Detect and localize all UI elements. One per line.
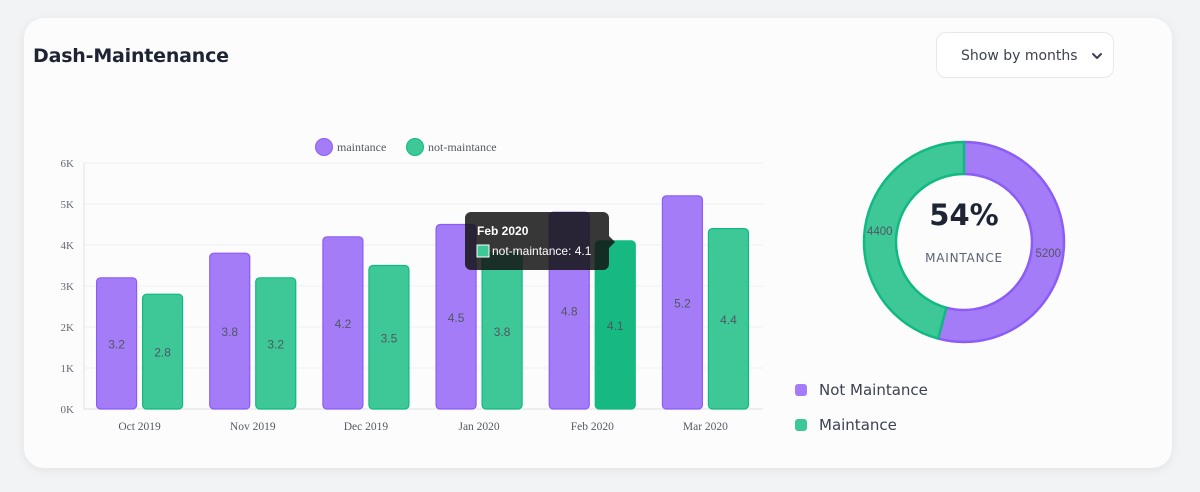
tooltip-swatch [476,244,490,258]
bar-not-maintance [368,264,410,410]
y-tick-label: 1K [61,363,75,375]
bar-not-maintance [594,240,636,410]
legend-marker-not-maintance [406,138,424,156]
bar-value-label: 4.4 [720,313,737,327]
x-tick-label: Nov 2019 [230,421,276,433]
tooltip-text: not-maintance: 4.1 [492,244,592,258]
bar-value-label: 4.1 [607,319,624,333]
y-tick-label: 5K [61,199,75,211]
bar-value-label: 3.2 [108,337,125,351]
y-tick-label: 3K [61,281,75,293]
bar-not-maintance [141,293,184,410]
y-tick-label: 0K [61,404,75,416]
donut-slice-not-maintance [936,140,1066,344]
bar-value-label: 4.8 [561,305,578,319]
x-tick-label: Jan 2020 [458,421,499,433]
chevron-down-icon [1092,53,1102,59]
x-tick-label: Dec 2019 [344,421,389,433]
tooltip-title: Feb 2020 [477,224,529,238]
legend-swatch-not-maintance [795,384,807,396]
donut-slice-maintance [862,140,966,340]
x-tick-label: Mar 2020 [683,421,728,433]
bar-maintance [322,236,364,410]
legend-marker-maintance [315,138,333,156]
bar-legend: maintance not-maintance [315,138,497,156]
bar-value-label: 4.5 [448,311,465,325]
legend-swatch-maintance [795,419,807,431]
donut-center-value: 54% [929,198,999,232]
bar-value-label: 5.2 [674,296,691,310]
bar-value-label: 2.8 [154,346,171,360]
period-select-value: Show by months [961,48,1078,64]
y-tick-label: 4K [61,240,75,252]
bar-not-maintance [255,277,297,410]
donut-value-label: 4400 [867,226,893,238]
bar-not-maintance [707,228,750,410]
bar-value-label: 3.2 [267,337,284,351]
y-tick-label: 6K [61,158,75,170]
bar-maintance [95,277,138,410]
legend-label-not-maintance: Not Maintance [819,381,928,399]
bar-maintance [209,252,251,410]
x-tick-label: Oct 2019 [118,421,161,433]
bar-chart: 0K 1K 2K 3K 4K 5K 6K maintance not-maintance 3.2 2… [61,138,763,433]
legend-label-maintance: Maintance [819,416,897,434]
chart-tooltip: Feb 2020 not-maintance: 4.1 [465,212,615,270]
card-title: Dash-Maintenance [33,45,229,67]
bar-maintance [435,223,477,410]
donut-chart: 5200 4400 [862,140,1066,344]
legend-label-maintance: maintance [337,140,386,154]
legend-label-not-maintance: not-maintance [428,140,497,154]
tooltip-caret [609,236,615,248]
x-tick-label: Feb 2020 [571,421,614,433]
donut-value-label: 5200 [1035,248,1061,260]
bar-value-label: 3.8 [494,325,511,339]
bar-value-label: 4.2 [335,317,352,331]
bar-value-label: 3.8 [221,325,238,339]
tooltip-box [465,212,609,270]
donut-center-label: MAINTANCE [925,251,1003,265]
bar-maintance [661,195,704,410]
period-select[interactable]: Show by months [936,32,1114,78]
y-tick-label: 2K [61,322,75,334]
bar-value-label: 3.5 [381,331,398,345]
